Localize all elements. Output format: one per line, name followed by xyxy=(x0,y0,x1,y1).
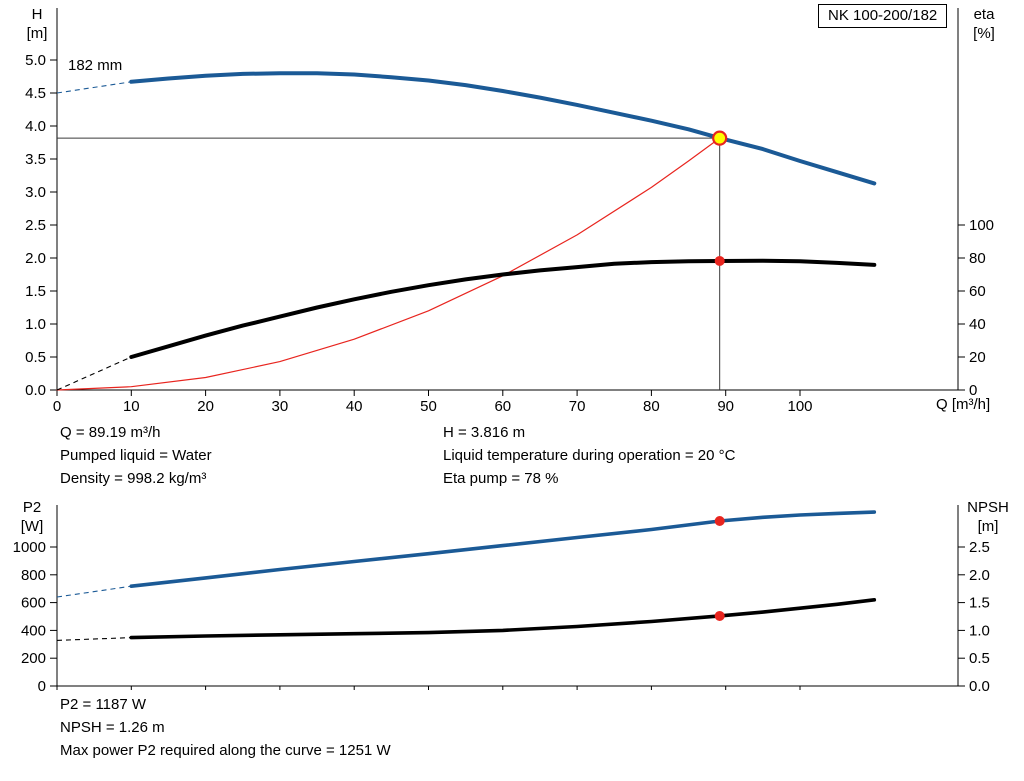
axis-h-unit: [m] xyxy=(26,25,48,42)
pump-name-box: NK 100-200/182 xyxy=(818,4,948,28)
svg-text:40: 40 xyxy=(969,316,986,333)
svg-text:0.5: 0.5 xyxy=(969,650,990,667)
axis-eta-name: eta xyxy=(973,6,995,23)
axis-npsh-unit: [m] xyxy=(977,518,999,535)
svg-text:80: 80 xyxy=(969,250,986,267)
svg-text:100: 100 xyxy=(787,398,812,415)
svg-text:800: 800 xyxy=(21,567,46,584)
svg-text:0: 0 xyxy=(969,382,977,399)
right-axis-title-eta: eta [%] xyxy=(964,5,1004,43)
svg-text:3.0: 3.0 xyxy=(25,184,46,201)
npsh-value: NPSH = 1.26 m xyxy=(60,719,165,736)
svg-text:3.5: 3.5 xyxy=(25,151,46,168)
p2-value: P2 = 1187 W xyxy=(60,696,147,713)
svg-text:50: 50 xyxy=(420,398,437,415)
max-p2-note: Max power P2 required along the curve = … xyxy=(60,742,391,759)
op-q-value: Q = 89.19 m³/h xyxy=(60,424,161,441)
axis-p2-unit: [W] xyxy=(20,518,44,535)
svg-text:90: 90 xyxy=(717,398,734,415)
svg-text:2.0: 2.0 xyxy=(25,250,46,267)
duty-point-marker xyxy=(712,130,728,146)
op-density: Density = 998.2 kg/m³ xyxy=(60,470,207,487)
svg-text:4.0: 4.0 xyxy=(25,118,46,135)
svg-text:0.0: 0.0 xyxy=(25,382,46,399)
op-eta: Eta pump = 78 % xyxy=(443,470,559,487)
svg-text:2.5: 2.5 xyxy=(25,217,46,234)
svg-text:1000: 1000 xyxy=(13,539,46,556)
svg-text:20: 20 xyxy=(197,398,214,415)
svg-text:400: 400 xyxy=(21,622,46,639)
svg-text:2.0: 2.0 xyxy=(969,567,990,584)
svg-text:0: 0 xyxy=(38,678,46,695)
svg-text:1.5: 1.5 xyxy=(25,283,46,300)
svg-text:20: 20 xyxy=(969,349,986,366)
impeller-diameter-label: 182 mm xyxy=(68,57,123,74)
svg-text:2.5: 2.5 xyxy=(969,539,990,556)
svg-text:1.5: 1.5 xyxy=(969,595,990,612)
op-h-value: H = 3.816 m xyxy=(443,424,526,441)
svg-text:60: 60 xyxy=(494,398,511,415)
svg-text:80: 80 xyxy=(643,398,660,415)
axis-npsh-name: NPSH xyxy=(967,499,1009,516)
svg-text:1.0: 1.0 xyxy=(25,316,46,333)
svg-text:4.5: 4.5 xyxy=(25,85,46,102)
svg-text:600: 600 xyxy=(21,595,46,612)
svg-text:10: 10 xyxy=(123,398,140,415)
svg-text:5.0: 5.0 xyxy=(25,52,46,69)
duty-dot-marker xyxy=(714,255,725,266)
duty-dot-marker xyxy=(714,610,725,621)
svg-text:200: 200 xyxy=(21,650,46,667)
right-axis-title-npsh: NPSH [m] xyxy=(960,498,1016,536)
left-axis-title-p2: P2 [W] xyxy=(12,498,52,536)
x-axis-label: Q [m³/h] xyxy=(936,396,991,413)
svg-text:40: 40 xyxy=(346,398,363,415)
svg-text:0: 0 xyxy=(53,398,61,415)
axis-eta-unit: [%] xyxy=(973,25,995,42)
left-axis-title-head: H [m] xyxy=(20,5,54,43)
svg-text:30: 30 xyxy=(272,398,289,415)
svg-text:0.0: 0.0 xyxy=(969,678,990,695)
duty-dot-marker xyxy=(714,516,725,527)
head-efficiency-chart: 0 10 20 30 40 50 60 70 80 90 100 0.0 0.5 1.0 1.5 2.0 2.5… xyxy=(25,8,994,415)
svg-text:70: 70 xyxy=(569,398,586,415)
svg-text:0.5: 0.5 xyxy=(25,349,46,366)
axis-h-name: H xyxy=(31,6,43,23)
svg-text:1.0: 1.0 xyxy=(969,622,990,639)
svg-text:60: 60 xyxy=(969,283,986,300)
power-npsh-chart: 0 200 400 600 800 1000 0.0 0.5 1.0 1.5 2.0 2.5 xyxy=(13,505,990,695)
svg-text:100: 100 xyxy=(969,217,994,234)
op-temperature: Liquid temperature during operation = 20… xyxy=(443,447,736,464)
op-liquid: Pumped liquid = Water xyxy=(60,447,212,464)
axis-p2-name: P2 xyxy=(22,499,42,516)
